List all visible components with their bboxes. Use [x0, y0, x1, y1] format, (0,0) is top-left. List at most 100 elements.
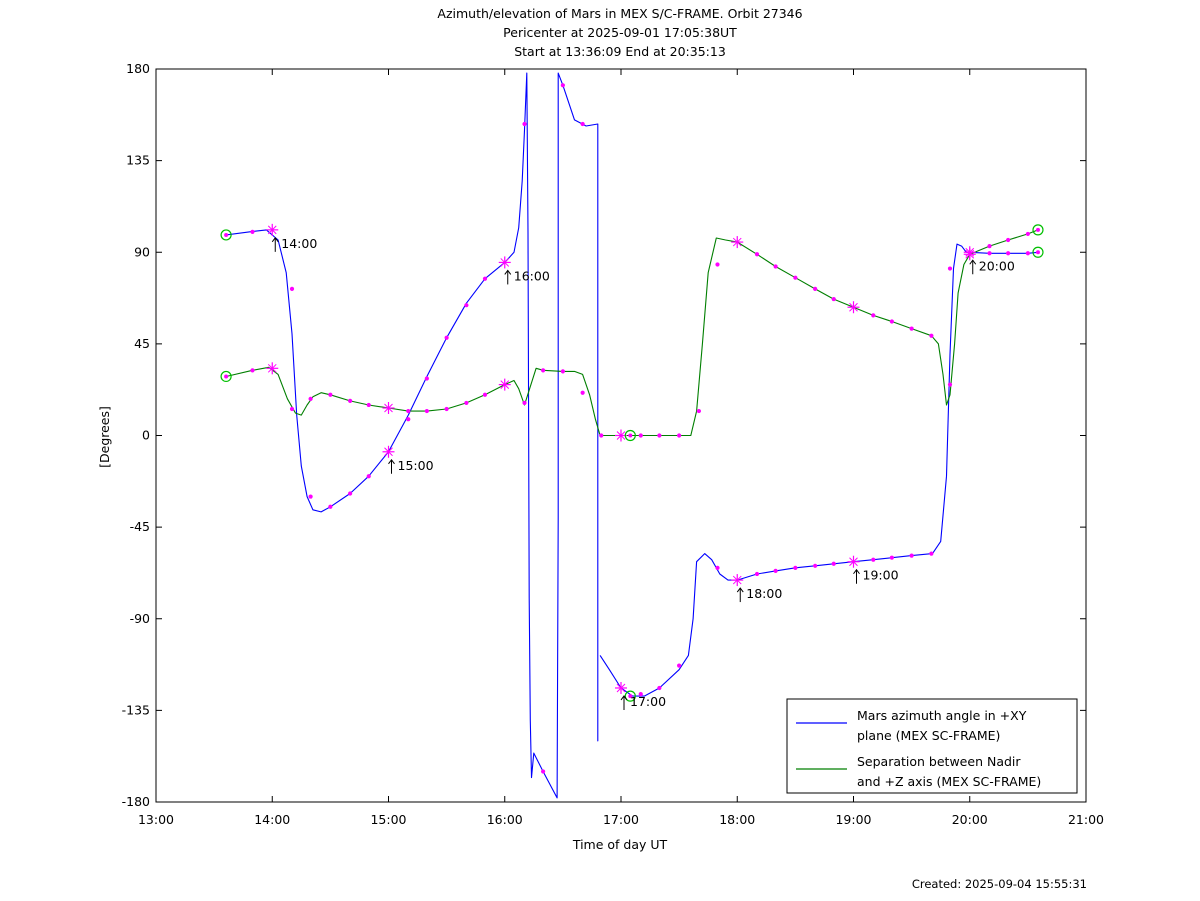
data-point-dot [560, 369, 565, 374]
y-tick-label: 0 [142, 428, 150, 443]
hour-marker-plus [266, 362, 279, 375]
data-point-dot [813, 563, 818, 568]
data-point-dot [715, 565, 720, 570]
endpoint-dot [628, 433, 633, 438]
hour-marker-plus [731, 236, 744, 249]
plus-d2 [616, 431, 626, 440]
plus-d2 [384, 447, 393, 457]
hour-marker-plus [266, 223, 279, 236]
created-timestamp: Created: 2025-09-04 15:55:31 [911, 877, 1087, 891]
hour-marker-plus [498, 256, 511, 269]
data-point-dot [638, 691, 643, 697]
data-point-dot [348, 491, 353, 496]
data-point-dot [599, 433, 604, 438]
data-point-dot [250, 229, 255, 234]
data-point-dot [1025, 251, 1030, 256]
y-tick-label: -180 [122, 794, 150, 809]
data-point-dot [308, 396, 313, 401]
data-point-dot [813, 286, 818, 291]
data-point-dot [522, 121, 527, 127]
plus-d2 [849, 557, 858, 567]
plus-d2 [500, 380, 510, 389]
legend-label: and +Z axis (MEX SC-FRAME) [857, 774, 1041, 789]
data-point-dot [909, 326, 914, 331]
endpoint-dot [628, 694, 633, 699]
data-point-dot [754, 571, 760, 577]
hour-annotation: 18:00 [736, 586, 782, 603]
data-point-dot [715, 262, 720, 267]
annotation-label: 18:00 [746, 586, 782, 601]
data-point-dot [657, 433, 662, 438]
hour-marker-plus [615, 681, 627, 694]
endpoint-dot [1035, 250, 1040, 255]
data-point-dot [754, 252, 760, 257]
x-tick-label: 14:00 [254, 812, 290, 827]
legend: Mars azimuth angle in +XY plane (MEX SC-F… [786, 698, 1078, 794]
x-axis-label: Time of day UT [572, 837, 668, 852]
plus-d2 [616, 683, 626, 693]
data-point-dot [871, 313, 876, 318]
y-tick-label: -135 [122, 702, 150, 717]
series-line-1 [599, 243, 1039, 697]
data-point-dot [482, 392, 488, 397]
series-line-1 [226, 72, 599, 799]
data-point-dot [250, 368, 255, 373]
x-tick-label: 18:00 [719, 812, 755, 827]
endpoint-circle [220, 370, 232, 383]
endpoint-dot [1035, 227, 1040, 232]
data-point-dot [308, 494, 313, 499]
endpoint-circle [220, 229, 232, 241]
y-axis-label: [Degrees] [97, 406, 112, 468]
data-point-dot [580, 121, 585, 127]
data-point-dot [889, 319, 894, 324]
x-tick-label: 20:00 [952, 812, 988, 827]
data-point-dot [889, 555, 894, 560]
series-markers [220, 83, 1044, 774]
data-point-dot [366, 474, 371, 479]
y-tick-label: -45 [130, 519, 150, 534]
data-point-dot [541, 769, 546, 774]
data-point-dot [541, 368, 546, 373]
legend-label: Mars azimuth angle in +XY [857, 708, 1027, 723]
hour-marker-plus [382, 445, 395, 458]
y-tick-label: 135 [126, 153, 150, 168]
x-tick-label: 15:00 [370, 812, 406, 827]
data-point-dot [929, 551, 934, 556]
data-point-dot [1006, 237, 1011, 243]
plus-d2 [849, 302, 858, 312]
hour-marker-plus [963, 248, 976, 261]
data-point-dot [289, 406, 295, 412]
annotation-arrow-head [388, 458, 395, 465]
x-tick-label: 21:00 [1068, 812, 1104, 827]
hour-annotations: 14:00 15:00 16:00 17:00 18:00 19:00 20:00 [271, 236, 1015, 710]
hour-marker-plus [731, 574, 744, 587]
data-point-dot [793, 565, 798, 570]
hour-annotation: 17:00 [620, 694, 666, 710]
title-line-1: Azimuth/elevation of Mars in MEX S/C-FRA… [437, 6, 803, 21]
axes: 13:00 14:00 15:00 16:00 17:00 18:00 19:00 20:00… [122, 61, 1104, 827]
plus-d2 [500, 258, 510, 267]
plus-d2 [732, 237, 742, 247]
hour-marker-plus [847, 301, 860, 314]
data-point-dot [677, 433, 682, 438]
endpoint-circle [1032, 224, 1044, 236]
data-point-dot [424, 376, 429, 381]
data-point-dot [328, 504, 333, 509]
x-tick-label: 17:00 [603, 812, 639, 827]
data-point-dot [929, 333, 934, 338]
annotation-arrow-head [271, 237, 279, 243]
title-line-3: Start at 13:36:09 End at 20:35:13 [514, 44, 726, 59]
endpoint-dot [224, 232, 229, 237]
hour-annotation: 16:00 [504, 268, 550, 285]
hour-annotation: 14:00 [271, 236, 317, 252]
data-point-dot [831, 561, 836, 566]
annotation-label: 15:00 [398, 458, 434, 473]
data-point-dot [696, 408, 701, 414]
endpoint-dot [224, 374, 229, 379]
data-point-dot [424, 408, 429, 414]
data-point-dot [444, 335, 449, 340]
hour-annotation: 19:00 [853, 568, 899, 584]
data-point-dot [677, 663, 682, 668]
data-point-dot [482, 276, 488, 281]
